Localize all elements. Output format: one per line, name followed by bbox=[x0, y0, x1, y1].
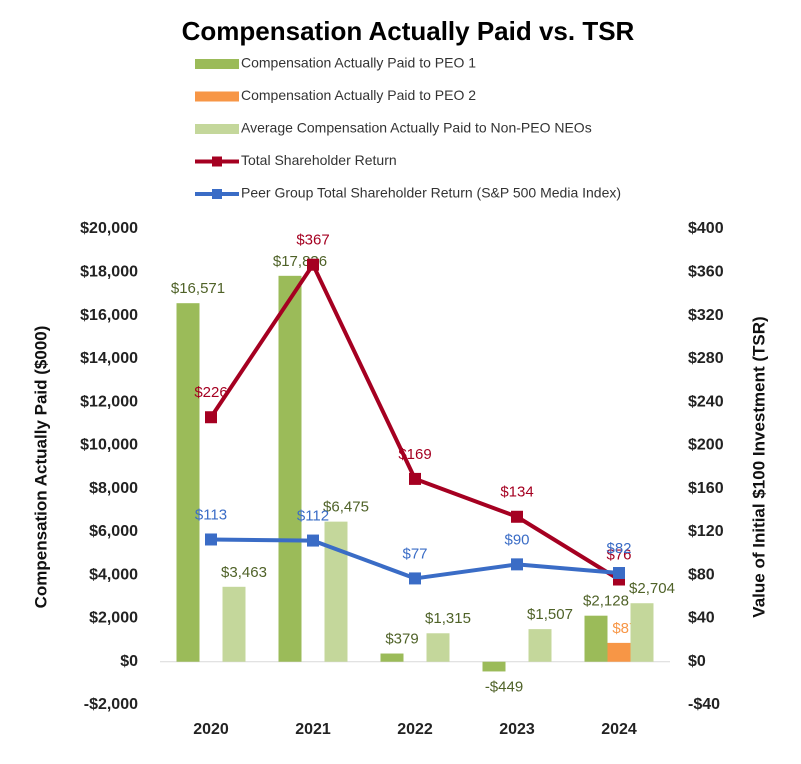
data-label: $379 bbox=[385, 630, 418, 647]
bar bbox=[630, 603, 654, 662]
y2-tick-label: $400 bbox=[688, 220, 724, 237]
x-tick-label: 2023 bbox=[499, 721, 535, 738]
line-marker bbox=[613, 567, 625, 580]
data-label: $169 bbox=[398, 446, 431, 463]
y2-axis-title: Value of Initial $100 Investment (TSR) bbox=[749, 316, 768, 617]
data-label: $112 bbox=[297, 508, 329, 525]
y-tick-label: $10,000 bbox=[80, 437, 138, 454]
y-tick-label: $4,000 bbox=[89, 566, 138, 583]
y2-tick-label: $0 bbox=[688, 653, 706, 670]
line bbox=[209, 262, 621, 582]
chart-title: Compensation Actually Paid vs. TSR bbox=[182, 16, 635, 46]
bar bbox=[324, 521, 348, 662]
data-label: $3,463 bbox=[221, 564, 267, 581]
y-tick-label: $14,000 bbox=[80, 350, 138, 367]
legend-swatch bbox=[195, 91, 239, 102]
legend-label: Peer Group Total Shareholder Return (S&P… bbox=[241, 185, 621, 201]
data-label: $76 bbox=[606, 546, 631, 563]
data-label: $113 bbox=[195, 506, 227, 523]
y-tick-label: $8,000 bbox=[89, 480, 138, 497]
y-tick-label: -$2,000 bbox=[84, 696, 138, 713]
data-label: $82 bbox=[606, 540, 631, 557]
data-label: $2,128 bbox=[583, 593, 629, 610]
data-label: $367 bbox=[296, 232, 329, 249]
y2-tick-label: $360 bbox=[688, 263, 724, 280]
y-axis-title: Compensation Actually Paid ($000) bbox=[31, 326, 50, 609]
y2-tick-label: $120 bbox=[688, 523, 724, 540]
legend-label: Average Compensation Actually Paid to No… bbox=[241, 120, 592, 136]
y2-tick-label: $320 bbox=[688, 307, 724, 324]
y-tick-label: $2,000 bbox=[89, 610, 138, 627]
bar bbox=[528, 629, 552, 662]
y-tick-label: $20,000 bbox=[80, 220, 138, 237]
bar bbox=[426, 633, 450, 662]
line-marker bbox=[511, 558, 523, 571]
y2-tick-label: $40 bbox=[688, 610, 715, 627]
data-label: $1,315 bbox=[425, 610, 471, 627]
line-marker bbox=[307, 258, 319, 271]
bar bbox=[222, 586, 246, 662]
y-tick-label: $6,000 bbox=[89, 523, 138, 540]
bar bbox=[607, 642, 631, 662]
y-tick-label: $12,000 bbox=[80, 393, 138, 410]
x-tick-label: 2020 bbox=[193, 721, 229, 738]
bar bbox=[380, 653, 404, 662]
data-label: $1,507 bbox=[527, 606, 573, 623]
x-tick-label: 2021 bbox=[295, 721, 331, 738]
legend-swatch bbox=[195, 59, 239, 69]
bar bbox=[278, 275, 302, 662]
data-label: $134 bbox=[500, 484, 533, 501]
y2-tick-label: -$40 bbox=[688, 696, 720, 713]
line-marker bbox=[205, 411, 217, 424]
data-label: $90 bbox=[504, 531, 529, 548]
data-label: $2,704 bbox=[629, 580, 675, 597]
bar bbox=[482, 661, 506, 672]
line-marker bbox=[511, 510, 523, 523]
y-tick-label: $18,000 bbox=[80, 263, 138, 280]
bar bbox=[176, 303, 200, 662]
legend-label: Compensation Actually Paid to PEO 2 bbox=[241, 87, 476, 103]
line-marker bbox=[307, 534, 319, 547]
legend-marker bbox=[212, 156, 222, 167]
y2-tick-label: $80 bbox=[688, 566, 715, 583]
y2-tick-label: $160 bbox=[688, 480, 724, 497]
x-tick-label: 2024 bbox=[601, 721, 637, 738]
data-label: $16,571 bbox=[171, 280, 225, 297]
legend-label: Compensation Actually Paid to PEO 1 bbox=[241, 55, 476, 71]
data-label: $6,475 bbox=[323, 499, 369, 516]
legend-swatch bbox=[195, 124, 239, 134]
data-label: $226 bbox=[194, 384, 227, 401]
legend-marker bbox=[212, 189, 222, 199]
y-tick-label: $16,000 bbox=[80, 307, 138, 324]
data-label: $77 bbox=[402, 545, 427, 562]
data-label: -$449 bbox=[485, 678, 523, 695]
y-tick-label: $0 bbox=[120, 653, 138, 670]
line-marker bbox=[409, 472, 421, 485]
y2-tick-label: $280 bbox=[688, 350, 724, 367]
y2-tick-label: $200 bbox=[688, 437, 724, 454]
bar bbox=[584, 615, 608, 662]
legend-label: Total Shareholder Return bbox=[241, 152, 397, 168]
x-tick-label: 2022 bbox=[397, 721, 433, 738]
line-marker bbox=[409, 572, 421, 585]
y2-tick-label: $240 bbox=[688, 393, 724, 410]
line-marker bbox=[205, 533, 217, 546]
